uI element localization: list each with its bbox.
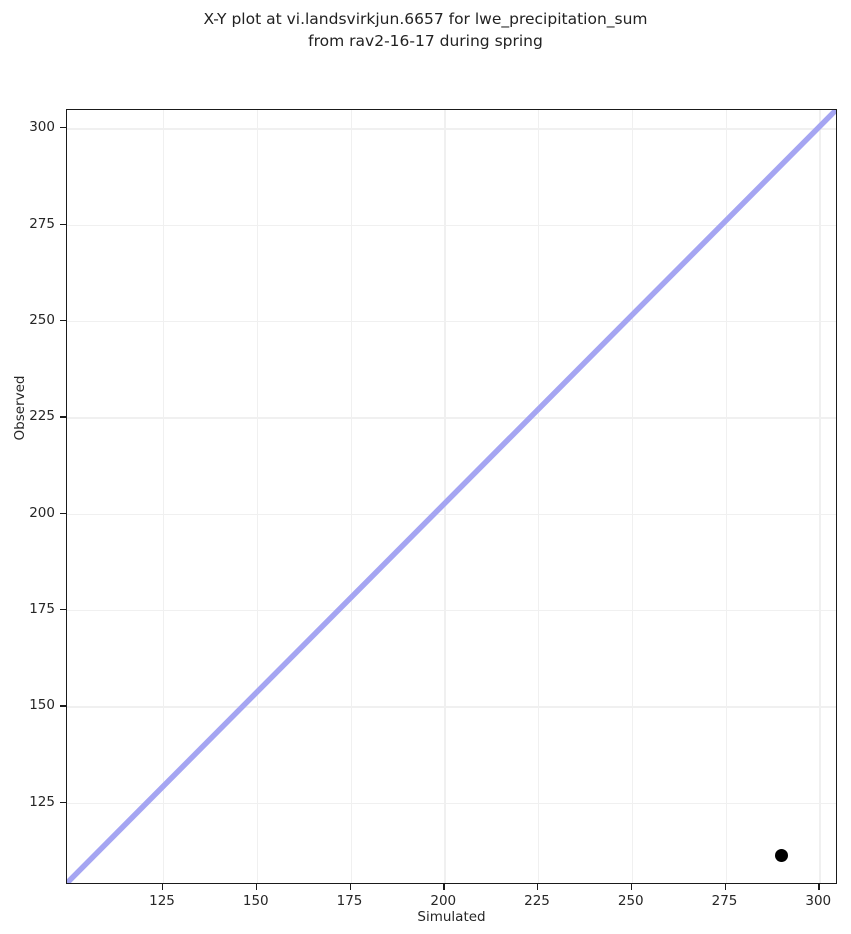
gridline-horizontal — [67, 706, 836, 708]
gridline-vertical — [631, 110, 634, 883]
gridline-vertical — [444, 110, 446, 883]
y-tick-label: 125 — [29, 793, 55, 810]
x-tick-mark — [162, 884, 164, 890]
plot-area — [66, 109, 837, 884]
y-tick-label: 300 — [29, 119, 55, 136]
chart-title: X-Y plot at vi.landsvirkjun.6657 for lwe… — [203, 10, 648, 50]
x-tick-label: 250 — [617, 893, 644, 909]
y-axis-title: Observed — [12, 375, 28, 441]
y-tick-label: 200 — [29, 504, 55, 521]
gridline-horizontal — [67, 320, 836, 323]
y-tick-mark — [60, 127, 66, 129]
gridline-vertical — [163, 110, 165, 883]
gridline-horizontal — [67, 128, 836, 130]
x-axis-title: Simulated — [417, 909, 486, 925]
x-tick-label: 200 — [430, 893, 457, 909]
x-tick-label: 125 — [149, 893, 175, 909]
x-tick-mark — [537, 884, 539, 890]
x-tick-label: 175 — [336, 893, 363, 909]
gridline-vertical — [538, 110, 540, 883]
one-to-one-line — [67, 110, 836, 883]
y-tick-mark — [60, 609, 66, 611]
data-point — [774, 849, 788, 863]
gridline-horizontal — [67, 610, 836, 612]
x-tick-mark — [724, 884, 726, 890]
y-tick-mark — [60, 223, 66, 225]
y-tick-mark — [60, 416, 66, 418]
gridline-vertical — [819, 110, 821, 883]
x-tick-label: 150 — [242, 893, 269, 909]
x-tick-mark — [349, 884, 351, 890]
gridline-vertical — [350, 110, 352, 883]
x-tick-label: 225 — [524, 893, 550, 909]
gridline-horizontal — [67, 802, 836, 805]
gridline-horizontal — [67, 417, 836, 419]
x-tick-label: 300 — [805, 893, 832, 909]
y-tick-mark — [60, 512, 66, 514]
y-tick-mark — [60, 319, 66, 322]
gridline-horizontal — [67, 224, 836, 226]
gridline-vertical — [256, 110, 259, 883]
y-tick-label: 250 — [29, 311, 55, 328]
y-tick-label: 150 — [29, 697, 55, 714]
y-tick-mark — [60, 801, 66, 804]
y-tick-label: 225 — [29, 408, 55, 425]
y-tick-mark — [60, 705, 66, 707]
x-tick-mark — [443, 884, 445, 890]
y-axis-tick-labels: 125 150 175 200 225 250 275 300 — [0, 0, 55, 934]
gridline-vertical — [725, 110, 727, 883]
y-tick-label: 175 — [29, 601, 55, 618]
gridline-horizontal — [67, 513, 836, 516]
y-tick-label: 275 — [29, 215, 55, 232]
x-tick-mark — [818, 884, 820, 890]
x-tick-mark — [630, 884, 633, 890]
x-tick-mark — [255, 884, 258, 890]
x-tick-label: 275 — [711, 893, 738, 909]
